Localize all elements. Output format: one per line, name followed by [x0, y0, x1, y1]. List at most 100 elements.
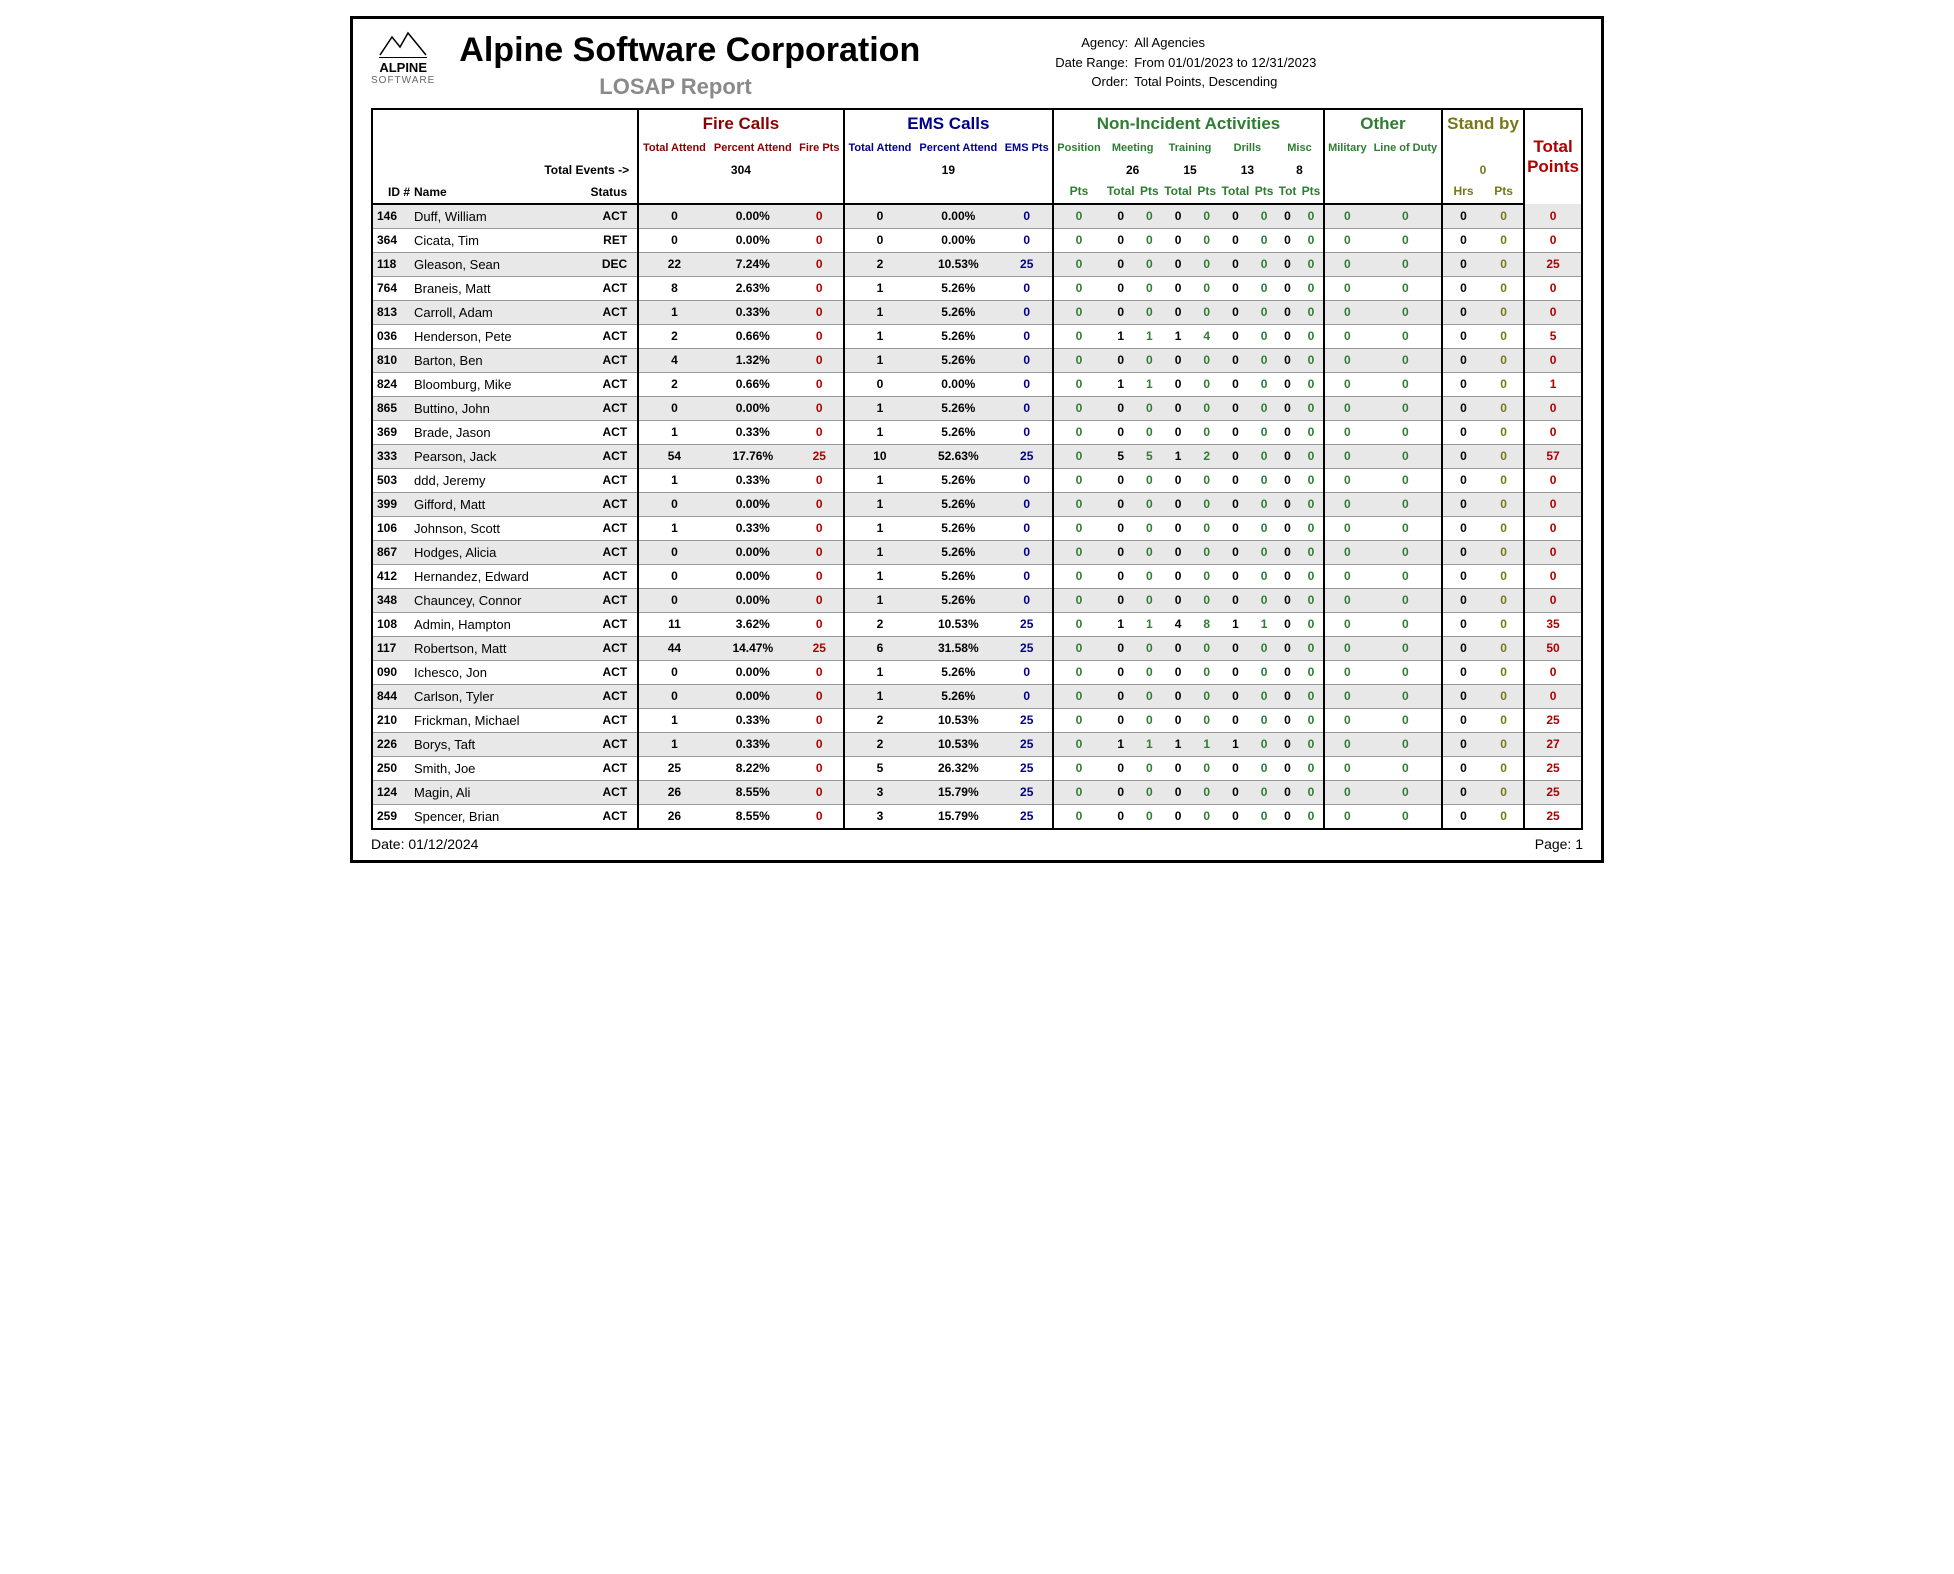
cell-d_pts: 0	[1252, 300, 1276, 324]
cell-d_pts: 0	[1252, 444, 1276, 468]
cell-mi_pts: 0	[1299, 588, 1324, 612]
cell-e_pct: 10.53%	[915, 732, 1001, 756]
cell-pos: 0	[1053, 732, 1104, 756]
cell-d_pts: 0	[1252, 708, 1276, 732]
cell-e_att: 3	[844, 804, 916, 829]
cell-s_pts: 0	[1484, 468, 1524, 492]
cell-m_pts: 0	[1137, 228, 1161, 252]
report-header: ALPINE SOFTWARE Alpine Software Corporat…	[371, 31, 1583, 108]
cell-total: 25	[1524, 756, 1582, 780]
cell-m_pts: 1	[1137, 324, 1161, 348]
cell-t_pts: 0	[1195, 204, 1219, 229]
cell-mi_pts: 0	[1299, 684, 1324, 708]
cell-total: 0	[1524, 204, 1582, 229]
cell-status: ACT	[537, 636, 638, 660]
cell-s_pts: 0	[1484, 756, 1524, 780]
cell-t_pts: 0	[1195, 660, 1219, 684]
cell-total: 25	[1524, 252, 1582, 276]
cell-id: 844	[372, 684, 412, 708]
cell-d_pts: 0	[1252, 804, 1276, 829]
cell-s_pts: 0	[1484, 252, 1524, 276]
cell-e_pct: 26.32%	[915, 756, 1001, 780]
cell-pos: 0	[1053, 252, 1104, 276]
cell-e_att: 0	[844, 228, 916, 252]
cell-e_pct: 15.79%	[915, 780, 1001, 804]
cell-d_pts: 0	[1252, 228, 1276, 252]
cell-f_att: 22	[638, 252, 710, 276]
cell-t_pts: 0	[1195, 348, 1219, 372]
cell-d_tot: 0	[1219, 516, 1252, 540]
cell-t_pts: 0	[1195, 780, 1219, 804]
cell-name: Barton, Ben	[412, 348, 537, 372]
cell-t_tot: 0	[1161, 516, 1194, 540]
cell-m_tot: 0	[1104, 228, 1137, 252]
cell-e_att: 2	[844, 612, 916, 636]
cell-m_tot: 5	[1104, 444, 1137, 468]
cell-t_pts: 0	[1195, 540, 1219, 564]
cell-lod: 0	[1370, 300, 1442, 324]
cell-t_pts: 0	[1195, 588, 1219, 612]
cell-f_pts: 0	[796, 612, 844, 636]
cell-t_tot: 1	[1161, 444, 1194, 468]
cell-m_pts: 0	[1137, 804, 1161, 829]
cell-s_pts: 0	[1484, 324, 1524, 348]
sh-meeting: Meeting	[1104, 138, 1161, 159]
cell-f_pct: 0.33%	[710, 420, 796, 444]
cell-f_pts: 0	[796, 492, 844, 516]
cell-name: Buttino, John	[412, 396, 537, 420]
cell-pos: 0	[1053, 396, 1104, 420]
cell-m_tot: 0	[1104, 204, 1137, 229]
col-d-pts: Pts	[1252, 181, 1276, 204]
cell-m_pts: 1	[1137, 612, 1161, 636]
cell-name: Duff, William	[412, 204, 537, 229]
cell-id: 118	[372, 252, 412, 276]
cell-mi_tot: 0	[1276, 252, 1299, 276]
cell-e_pct: 5.26%	[915, 588, 1001, 612]
cell-m_tot: 0	[1104, 396, 1137, 420]
cell-d_tot: 0	[1219, 540, 1252, 564]
cell-s_pts: 0	[1484, 564, 1524, 588]
sh-fire-total: Total Attend	[638, 138, 710, 159]
cell-mi_pts: 0	[1299, 276, 1324, 300]
cell-mil: 0	[1324, 396, 1370, 420]
cell-m_tot: 1	[1104, 324, 1137, 348]
cell-d_tot: 0	[1219, 684, 1252, 708]
cell-s_hrs: 0	[1442, 468, 1484, 492]
cell-name: Henderson, Pete	[412, 324, 537, 348]
cell-s_pts: 0	[1484, 708, 1524, 732]
cell-m_pts: 0	[1137, 780, 1161, 804]
cell-t_tot: 0	[1161, 468, 1194, 492]
cell-f_pts: 0	[796, 588, 844, 612]
cell-e_att: 1	[844, 300, 916, 324]
col-name: Name	[412, 181, 537, 204]
cell-m_tot: 0	[1104, 516, 1137, 540]
cell-t_tot: 0	[1161, 492, 1194, 516]
cell-s_hrs: 0	[1442, 276, 1484, 300]
cell-t_tot: 0	[1161, 804, 1194, 829]
sh-fire-pts: Fire Pts	[796, 138, 844, 159]
cell-f_att: 0	[638, 540, 710, 564]
cell-mi_tot: 0	[1276, 756, 1299, 780]
cell-mil: 0	[1324, 636, 1370, 660]
cell-e_pts: 25	[1001, 444, 1053, 468]
cell-t_pts: 0	[1195, 492, 1219, 516]
cell-f_pct: 8.55%	[710, 804, 796, 829]
cell-d_pts: 0	[1252, 588, 1276, 612]
sh-lod: Line of Duty	[1370, 138, 1442, 159]
cell-s_hrs: 0	[1442, 324, 1484, 348]
cell-d_pts: 0	[1252, 348, 1276, 372]
cell-m_tot: 1	[1104, 732, 1137, 756]
cell-e_pts: 0	[1001, 564, 1053, 588]
cell-f_pct: 0.33%	[710, 468, 796, 492]
cell-d_pts: 0	[1252, 732, 1276, 756]
cell-d_tot: 0	[1219, 804, 1252, 829]
table-row: 210Frickman, MichaelACT10.33%0210.53%250…	[372, 708, 1582, 732]
cell-lod: 0	[1370, 612, 1442, 636]
mountain-icon	[378, 31, 428, 57]
cell-m_tot: 0	[1104, 588, 1137, 612]
cell-t_pts: 0	[1195, 420, 1219, 444]
cell-mi_tot: 0	[1276, 564, 1299, 588]
col-mi-pts: Pts	[1299, 181, 1324, 204]
cell-status: ACT	[537, 420, 638, 444]
cell-id: 108	[372, 612, 412, 636]
